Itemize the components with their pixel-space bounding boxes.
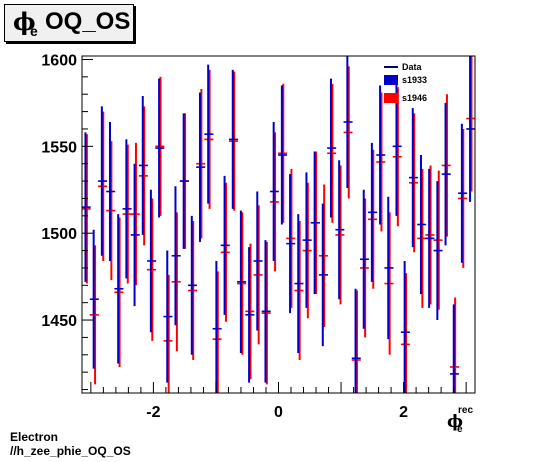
legend-data-label: Data — [402, 62, 423, 72]
x-axis-label-symbol: ϕ — [447, 412, 463, 432]
axes: 1450 1500 1550 1600 -2 0 2 — [41, 52, 467, 421]
y-tick-label-1600: 1600 — [41, 52, 77, 69]
footer-text: Electron //h_zee_phie_OQ_OS — [10, 430, 131, 458]
plot-marks — [81, 56, 476, 393]
footer-line-1: Electron — [10, 430, 59, 444]
legend: Data s1933 s1946 — [384, 62, 427, 103]
x-axis-label: ϕ e rec — [447, 405, 473, 435]
plot-frame — [81, 55, 476, 394]
legend-s1933-label: s1933 — [402, 75, 427, 85]
legend-s1946-swatch — [384, 93, 398, 103]
legend-s1946-label: s1946 — [402, 93, 427, 103]
x-axis-label-subscript: e — [457, 424, 463, 435]
y-tick-label-1550: 1550 — [41, 139, 77, 156]
x-tick-label--2: -2 — [146, 404, 160, 421]
footer-line-2: //h_zee_phie_OQ_OS — [10, 444, 131, 458]
y-tick-label-1500: 1500 — [41, 226, 77, 243]
chart-title: OQ_OS — [45, 8, 131, 35]
chart-title-box: ϕ e OQ_OS — [4, 4, 134, 42]
title-phi-symbol: ϕ — [13, 7, 36, 36]
y-tick-label-1450: 1450 — [41, 313, 77, 330]
x-axis-label-superscript: rec — [458, 405, 473, 416]
title-subscript: e — [30, 23, 38, 39]
x-tick-label-0: 0 — [274, 404, 283, 421]
legend-s1933-swatch — [384, 75, 398, 85]
x-tick-label-2: 2 — [399, 404, 408, 421]
